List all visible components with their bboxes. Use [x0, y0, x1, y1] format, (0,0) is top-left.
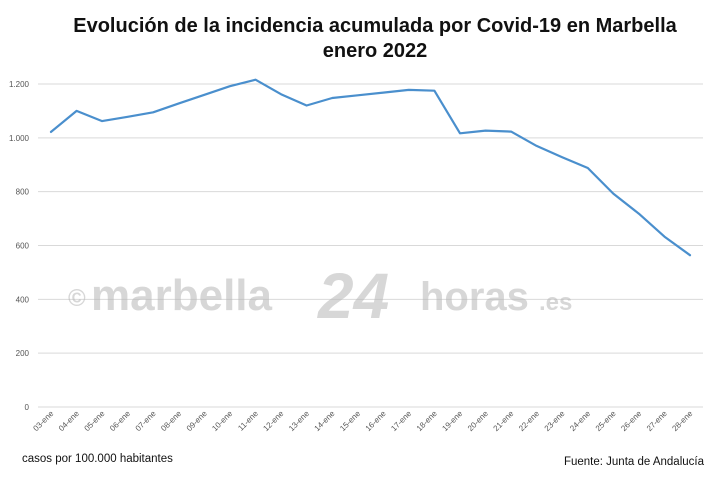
x-tick-label: 15-ene [338, 409, 362, 433]
x-tick-label: 21-ene [492, 409, 516, 433]
grid-lines [38, 83, 703, 408]
watermark-brand-number: 24 [317, 260, 389, 332]
footer-units-note: casos por 100.000 habitantes [22, 453, 173, 465]
y-tick-label: 0 [25, 403, 30, 412]
x-tick-label: 08-ene [159, 409, 183, 433]
watermark-brand-left: marbella [91, 271, 273, 320]
x-tick-label: 12-ene [261, 409, 285, 433]
y-tick-label: 600 [16, 242, 30, 251]
x-tick-label: 19-ene [440, 409, 464, 433]
y-tick-label: 800 [16, 188, 30, 197]
footer-source: Fuente: Junta de Andalucía [564, 456, 705, 468]
x-tick-label: 28-ene [670, 409, 694, 433]
x-tick-label: 23-ene [543, 409, 567, 433]
x-tick-label: 20-ene [466, 409, 490, 433]
x-tick-label: 04-ene [57, 409, 81, 433]
chart-title-line-1: Evolución de la incidencia acumulada por… [73, 15, 677, 37]
x-tick-label: 14-ene [313, 409, 337, 433]
y-tick-label: 400 [16, 295, 30, 304]
y-tick-label: 200 [16, 349, 30, 358]
chart-title-line-2: enero 2022 [323, 40, 428, 62]
watermark-logo: © marbella 24 horas .es [68, 260, 572, 332]
x-tick-label: 17-ene [389, 409, 413, 433]
series-line-0 [49, 78, 692, 257]
x-tick-label: 16-ene [364, 409, 388, 433]
x-tick-label: 10-ene [210, 409, 234, 433]
watermark-brand-tld: .es [539, 289, 572, 316]
x-tick-label: 26-ene [619, 409, 643, 433]
x-tick-label: 22-ene [517, 409, 541, 433]
x-tick-label: 06-ene [108, 409, 132, 433]
x-tick-label: 25-ene [594, 409, 618, 433]
series-layer [49, 78, 692, 257]
x-axis-ticks: 03-ene 04-ene 05-ene 06-ene 07-ene 08-ene 09-e… [31, 409, 694, 433]
x-tick-label: 27-ene [645, 409, 669, 433]
x-tick-label: 09-ene [185, 409, 209, 433]
y-axis-ticks: 0 200 400 600 800 1.000 1.200 [9, 80, 30, 412]
watermark-copyright: © [68, 285, 86, 312]
x-tick-label: 24-ene [568, 409, 592, 433]
watermark-brand-right: horas [420, 275, 529, 319]
x-tick-label: 07-ene [134, 409, 158, 433]
x-tick-label: 03-ene [31, 409, 55, 433]
x-tick-label: 05-ene [83, 409, 107, 433]
y-tick-label: 1.000 [9, 134, 30, 143]
x-tick-label: 11-ene [236, 409, 260, 433]
x-tick-label: 13-ene [287, 409, 311, 433]
y-tick-label: 1.200 [9, 80, 30, 89]
x-tick-label: 18-ene [415, 409, 439, 433]
